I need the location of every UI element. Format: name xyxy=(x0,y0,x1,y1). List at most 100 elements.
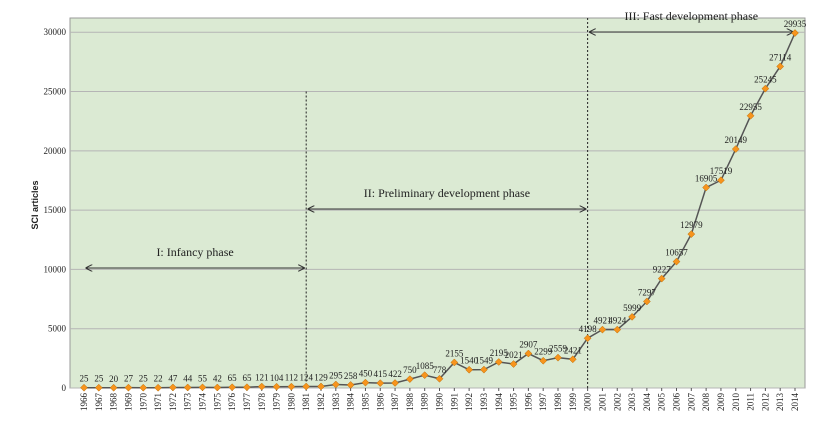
x-tick-label: 1978 xyxy=(257,393,267,412)
data-point xyxy=(183,383,192,392)
data-point xyxy=(613,325,622,334)
data-point xyxy=(94,383,103,392)
data-point xyxy=(406,375,414,383)
data-label: 29935 xyxy=(784,19,807,29)
data-label: 450 xyxy=(359,369,373,379)
x-tick-label: 1970 xyxy=(138,393,148,412)
x-tick-label: 1980 xyxy=(286,393,296,412)
data-label: 2559 xyxy=(549,344,568,354)
x-tick-label: 1974 xyxy=(198,393,208,412)
data-label: 2299 xyxy=(534,347,553,357)
data-label: 25245 xyxy=(754,75,777,85)
data-point xyxy=(287,382,296,391)
data-label: 112 xyxy=(285,373,298,383)
data-label: 22955 xyxy=(739,102,762,112)
data-point xyxy=(435,374,444,383)
x-tick-label: 1969 xyxy=(123,393,133,412)
data-point xyxy=(524,349,533,358)
data-label: 25 xyxy=(94,374,104,384)
data-point xyxy=(628,313,636,321)
y-tick-label: 15000 xyxy=(44,205,67,215)
data-point xyxy=(672,257,681,266)
phase-label: II: Preliminary development phase xyxy=(364,186,530,200)
data-point xyxy=(420,371,429,379)
x-tick-label: 2014 xyxy=(790,393,800,412)
x-tick-label: 1982 xyxy=(316,393,326,411)
data-label: 20 xyxy=(109,374,119,384)
data-label: 2421 xyxy=(564,345,582,355)
data-label: 10657 xyxy=(665,248,688,258)
data-point xyxy=(539,356,548,365)
data-point xyxy=(228,383,236,392)
data-point xyxy=(776,62,785,71)
x-tick-label: 1972 xyxy=(168,393,178,411)
data-label: 9227 xyxy=(653,265,672,275)
data-point xyxy=(791,29,799,37)
data-point xyxy=(302,382,311,391)
x-tick-label: 1989 xyxy=(420,393,430,412)
data-point xyxy=(198,383,207,392)
data-label: 750 xyxy=(403,365,417,375)
x-tick-label: 1992 xyxy=(464,393,474,411)
x-tick-label: 1968 xyxy=(109,393,119,412)
data-point xyxy=(702,183,710,192)
data-label: 55 xyxy=(198,373,208,383)
x-tick-label: 2008 xyxy=(701,393,711,412)
x-tick-label: 1985 xyxy=(360,393,370,412)
x-tick-label: 1990 xyxy=(435,393,445,412)
y-tick-label: 5000 xyxy=(48,324,67,334)
x-tick-label: 1997 xyxy=(538,393,548,412)
y-tick-label: 10000 xyxy=(44,264,67,274)
data-point xyxy=(746,111,755,120)
data-label: 16905 xyxy=(695,174,718,184)
x-tick-label: 2012 xyxy=(760,393,770,411)
data-label: 7297 xyxy=(638,287,657,297)
data-point xyxy=(169,383,177,392)
data-point xyxy=(80,383,88,392)
x-tick-label: 2003 xyxy=(627,393,637,412)
y-tick-label: 20000 xyxy=(44,146,67,156)
data-label: 42 xyxy=(213,374,222,384)
x-tick-label: 1984 xyxy=(346,393,356,412)
x-tick-label: 2006 xyxy=(672,393,682,412)
data-label: 5999 xyxy=(623,303,642,313)
data-point xyxy=(657,274,666,283)
x-tick-label: 1998 xyxy=(553,393,563,412)
x-tick-label: 2011 xyxy=(746,393,756,411)
x-tick-label: 1988 xyxy=(405,393,415,412)
y-axis-label: SCI articles xyxy=(30,180,40,229)
data-point xyxy=(213,383,222,392)
x-tick-label: 1987 xyxy=(390,393,400,412)
data-label: 2907 xyxy=(519,340,538,350)
plot-area xyxy=(69,17,806,389)
x-tick-label: 2010 xyxy=(731,393,741,412)
data-label: 27114 xyxy=(769,52,792,62)
data-point xyxy=(272,382,281,391)
data-point xyxy=(361,378,370,387)
data-label: 129 xyxy=(314,372,328,382)
data-point xyxy=(509,360,518,368)
data-label: 4198 xyxy=(579,324,598,334)
data-label: 4921 xyxy=(593,316,611,326)
data-label: 20149 xyxy=(725,135,748,145)
y-tick-label: 30000 xyxy=(44,27,67,37)
data-point xyxy=(450,358,459,367)
data-point xyxy=(391,379,399,387)
data-label: 27 xyxy=(124,374,134,384)
data-label: 415 xyxy=(374,369,388,379)
x-tick-label: 1996 xyxy=(523,393,533,412)
data-point xyxy=(643,297,651,306)
data-label: 295 xyxy=(329,371,343,381)
data-label: 17519 xyxy=(710,166,733,176)
x-tick-label: 1986 xyxy=(375,393,385,412)
x-tick-label: 1995 xyxy=(509,393,519,412)
data-point xyxy=(243,383,251,392)
data-label: 65 xyxy=(242,373,252,383)
data-point xyxy=(583,334,592,343)
data-label: 47 xyxy=(168,373,178,383)
data-point xyxy=(376,379,385,387)
data-point xyxy=(109,383,118,392)
data-label: 2155 xyxy=(445,348,464,358)
x-tick-label: 2007 xyxy=(686,393,696,412)
